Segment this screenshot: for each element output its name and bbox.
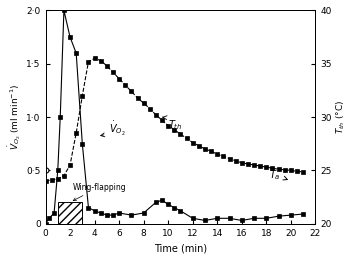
Y-axis label: $T_{th}$ (°C): $T_{th}$ (°C): [335, 100, 347, 134]
Text: $\dot{V}_{O_2}$: $\dot{V}_{O_2}$: [101, 120, 126, 138]
Y-axis label: $\dot{V}_{O_2}$ (ml min$^{-1}$): $\dot{V}_{O_2}$ (ml min$^{-1}$): [7, 84, 23, 150]
Text: $T_{th}$: $T_{th}$: [162, 116, 183, 132]
X-axis label: Time (min): Time (min): [154, 243, 207, 253]
Bar: [58, 202, 82, 224]
Text: $T_a$: $T_a$: [269, 168, 287, 181]
Text: Wing-flapping: Wing-flapping: [73, 183, 126, 201]
